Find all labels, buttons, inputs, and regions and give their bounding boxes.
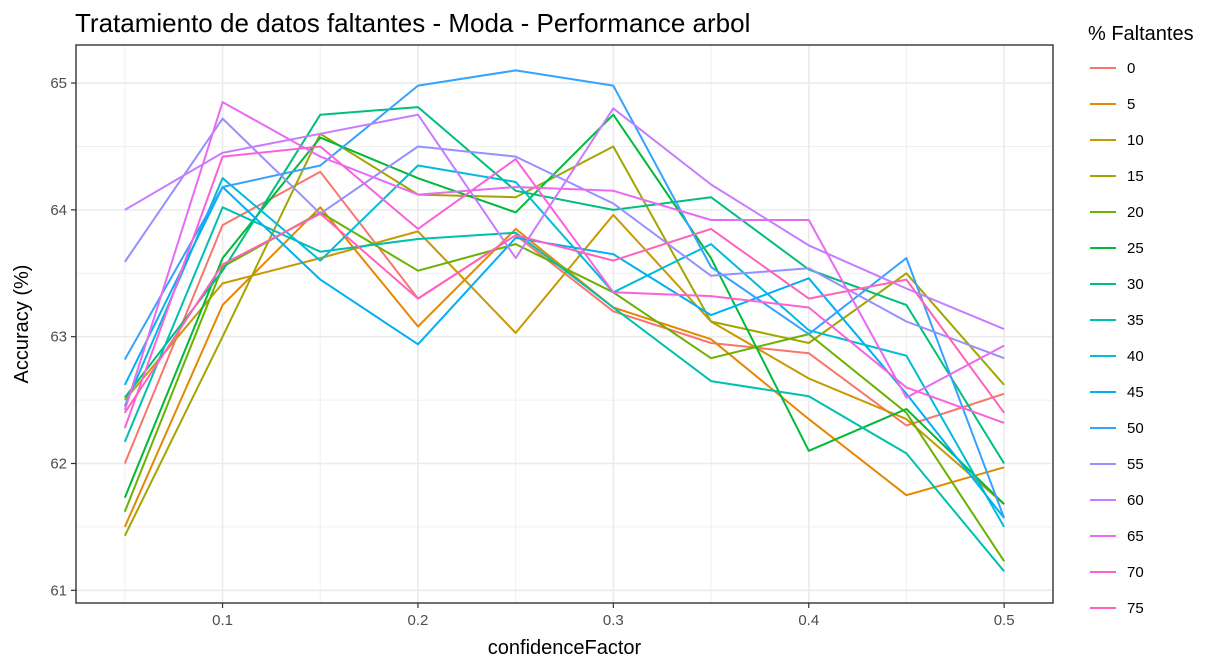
y-axis-ticks: 61 62 63 64 65	[50, 75, 76, 599]
legend-item-15: 15	[1090, 168, 1144, 185]
y-tick-label: 65	[50, 75, 67, 92]
legend-item-0: 0	[1090, 60, 1135, 77]
legend-title: % Faltantes	[1088, 23, 1194, 45]
legend-item-40: 40	[1090, 348, 1144, 365]
chart-title: Tratamiento de datos faltantes - Moda - …	[75, 8, 750, 38]
legend-item-25: 25	[1090, 240, 1144, 257]
legend-item-5: 5	[1090, 96, 1135, 113]
legend-item-30: 30	[1090, 276, 1144, 293]
legend-label: 35	[1127, 312, 1144, 329]
legend-item-35: 35	[1090, 312, 1144, 329]
legend-label: 60	[1127, 492, 1144, 509]
series-line-75	[123, 212, 1005, 414]
legend-label: 25	[1127, 240, 1144, 257]
legend-label: 55	[1127, 456, 1144, 473]
legend-label: 10	[1127, 132, 1144, 149]
legend-label: 20	[1127, 204, 1144, 221]
legend-label: 65	[1127, 528, 1144, 545]
series-line-45	[123, 186, 1005, 519]
plot-border	[75, 44, 1054, 604]
series-line-55	[123, 117, 1005, 360]
x-tick-label: 0.4	[798, 612, 819, 629]
x-tick-label: 0.5	[994, 612, 1015, 629]
legend-items: 0 5 10 15 20 25 30 35 40 45 50 55 60 65 70 75	[1090, 60, 1144, 617]
major-gridlines	[76, 45, 1053, 603]
y-tick-label: 63	[50, 329, 67, 346]
legend-label: 75	[1127, 600, 1144, 617]
y-tick-label: 64	[50, 202, 67, 219]
legend-label: 45	[1127, 384, 1144, 401]
legend-item-65: 65	[1090, 528, 1144, 545]
x-tick-label: 0.2	[408, 612, 429, 629]
legend-item-75: 75	[1090, 600, 1144, 617]
legend-label: 5	[1127, 96, 1135, 113]
y-tick-label: 62	[50, 456, 67, 473]
legend-label: 30	[1127, 276, 1144, 293]
legend-item-70: 70	[1090, 564, 1144, 581]
y-axis-title: Accuracy (%)	[11, 265, 33, 384]
legend-label: 0	[1127, 60, 1135, 77]
series-line-60	[124, 107, 1005, 331]
legend: % Faltantes 0 5 10 15 20 25 30 35 40 45 50 55 60 65 70…	[1088, 23, 1194, 617]
legend-item-45: 45	[1090, 384, 1144, 401]
legend-label: 15	[1127, 168, 1144, 185]
series-line-50	[123, 69, 1006, 519]
x-axis-title: confidenceFactor	[488, 637, 642, 659]
series-line-65	[123, 101, 1005, 411]
legend-label: 50	[1127, 420, 1144, 437]
series-line-30	[124, 106, 1005, 465]
legend-item-60: 60	[1090, 492, 1144, 509]
series-line-25	[123, 113, 1005, 505]
x-tick-label: 0.3	[603, 612, 624, 629]
legend-item-55: 55	[1090, 456, 1144, 473]
legend-item-50: 50	[1090, 420, 1144, 437]
series-lines	[123, 69, 1006, 572]
legend-item-20: 20	[1090, 204, 1144, 221]
series-line-70	[123, 145, 1005, 429]
x-axis-ticks: 0.1 0.2 0.3 0.4 0.5	[212, 603, 1015, 629]
series-line-35	[123, 206, 1005, 572]
x-tick-label: 0.1	[212, 612, 233, 629]
legend-item-10: 10	[1090, 132, 1144, 149]
legend-label: 70	[1127, 564, 1144, 581]
series-line-10	[124, 213, 1005, 505]
series-line-40	[123, 164, 1005, 528]
legend-label: 40	[1127, 348, 1144, 365]
plot-panel	[76, 45, 1053, 603]
y-tick-label: 61	[50, 582, 67, 599]
